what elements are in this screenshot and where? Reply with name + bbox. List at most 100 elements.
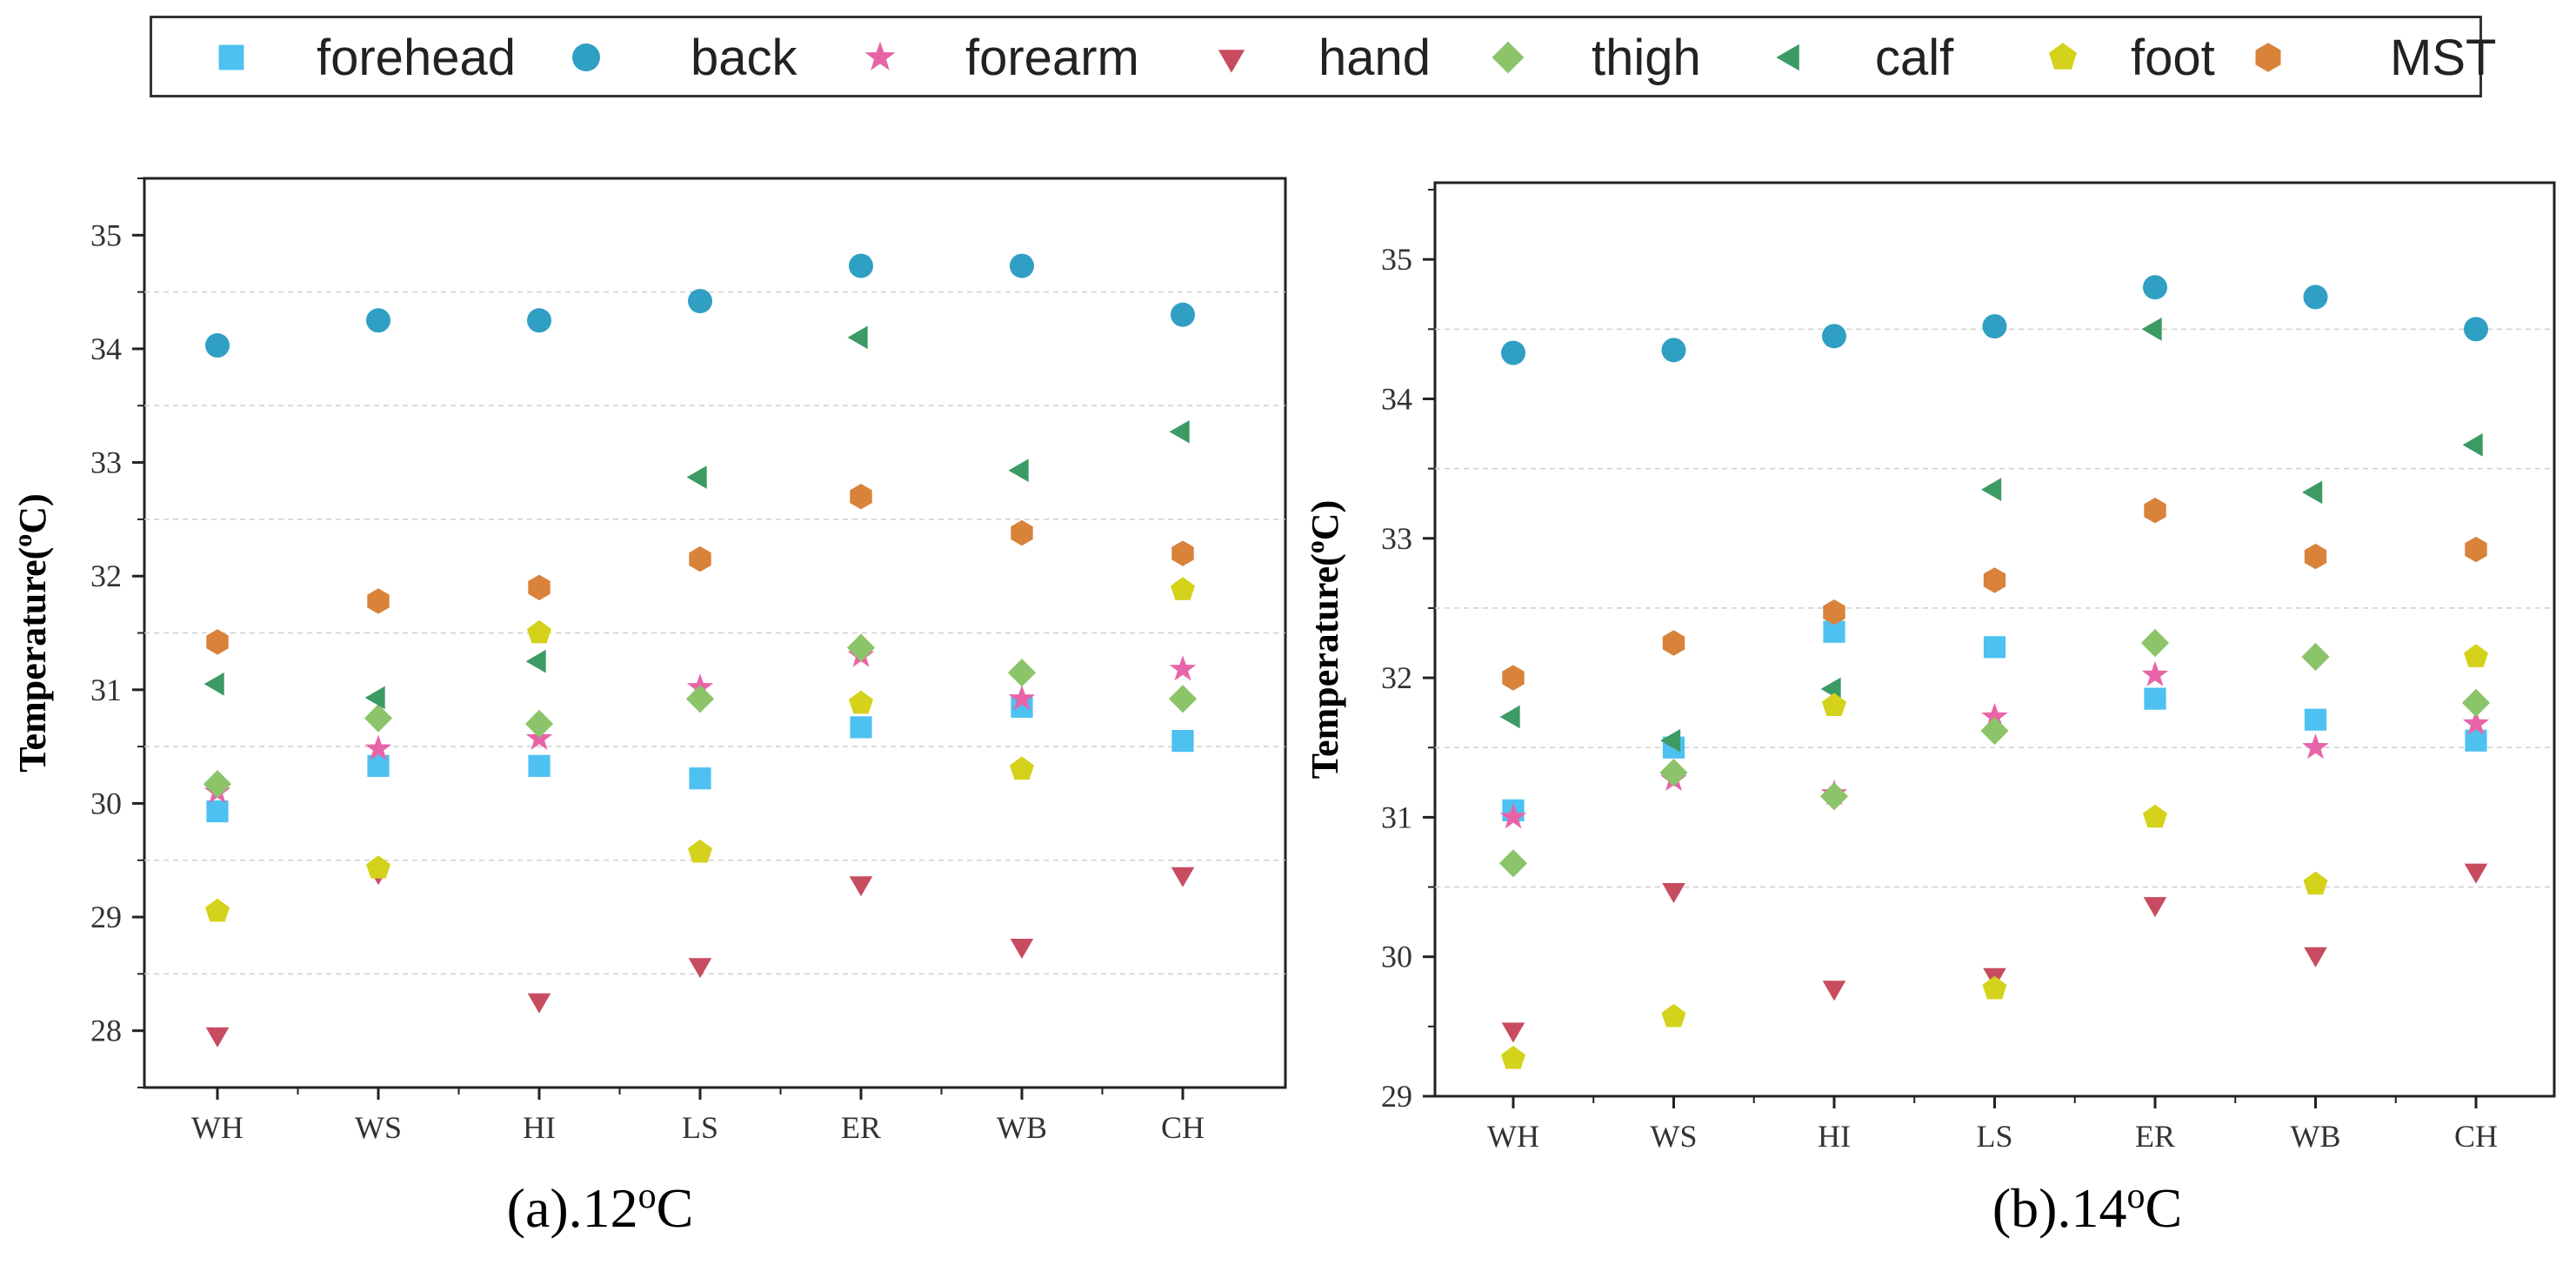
point-MST-LS: [689, 545, 711, 572]
legend-item-MST: MST: [2255, 30, 2496, 86]
y-tick-label: 30: [1381, 940, 1412, 974]
x-tick-label: ER: [2135, 1119, 2175, 1154]
series-foot: [205, 577, 1195, 922]
point-forehead-WS: [367, 754, 390, 777]
caption-a: (a).12oC: [507, 1176, 694, 1239]
legend-item-forehead: forehead: [218, 30, 516, 86]
point-calf-LS: [686, 465, 707, 489]
x-tick-label: WH: [1487, 1119, 1539, 1154]
point-hand-CH: [1171, 867, 1195, 887]
series-hand: [205, 865, 1195, 1047]
point-back-WS: [366, 308, 390, 333]
point-foot-WH: [1501, 1046, 1525, 1069]
x-tick-label: WS: [355, 1110, 402, 1145]
x-tick-label: HI: [1818, 1119, 1851, 1154]
point-thigh-WB: [2301, 642, 2330, 672]
y-tick-label: 35: [1381, 242, 1412, 277]
point-calf-WS: [364, 686, 385, 710]
legend-item-calf: calf: [1776, 30, 1954, 86]
point-back-WH: [205, 333, 230, 358]
point-foot-HI: [527, 619, 551, 644]
legend-label-calf: calf: [1875, 30, 1954, 86]
point-forehead-CH: [1171, 729, 1194, 753]
point-foot-CH: [2464, 644, 2488, 667]
series-back: [205, 253, 1195, 358]
point-back-HI: [1822, 324, 1846, 349]
y-tick-label: 34: [90, 331, 122, 366]
point-thigh-CH: [2461, 688, 2491, 717]
point-foot-LS: [688, 839, 712, 863]
legend-item-hand: hand: [1218, 30, 1431, 86]
point-back-HI: [527, 308, 551, 333]
point-hand-WB: [2304, 947, 2327, 967]
point-calf-WB: [2302, 480, 2323, 505]
point-MST-CH: [1171, 540, 1194, 566]
point-back-WS: [1661, 338, 1686, 363]
series-thigh: [1498, 628, 2491, 878]
legend-marker-calf: [1776, 44, 1799, 71]
point-foot-ER: [849, 690, 873, 714]
point-calf-WS: [1660, 728, 1681, 753]
legend-item-back: back: [572, 30, 798, 86]
y-tick-label: 33: [1381, 521, 1412, 556]
point-thigh-ER: [2140, 628, 2170, 658]
point-calf-ER: [2141, 318, 2162, 341]
point-thigh-WS: [364, 704, 393, 733]
legend-label-forearm: forearm: [965, 30, 1139, 86]
point-MST-HI: [1823, 599, 1845, 626]
point-foot-CH: [1171, 577, 1195, 600]
x-tick-label: LS: [1976, 1119, 2012, 1154]
point-forehead-WB: [2304, 708, 2327, 731]
x-tick-label: LS: [682, 1110, 718, 1145]
x-tick-label: WS: [1651, 1119, 1698, 1154]
legend-label-MST: MST: [2390, 30, 2496, 86]
point-MST-ER: [850, 484, 872, 510]
y-tick-label: 33: [90, 445, 122, 480]
point-back-CH: [1171, 302, 1195, 327]
point-forehead-CH: [2465, 729, 2487, 752]
point-hand-ER: [849, 876, 873, 897]
legend-marker-forearm: [864, 41, 896, 70]
point-forehead-WH: [206, 800, 229, 823]
point-calf-WH: [1499, 705, 1520, 729]
legend-marker-MST: [2255, 43, 2281, 72]
point-MST-WH: [1502, 665, 1525, 691]
point-thigh-HI: [1819, 782, 1849, 811]
point-back-LS: [1982, 314, 2007, 339]
legend-marker-foot: [2049, 43, 2077, 70]
legend-marker-forehead: [218, 44, 244, 70]
x-tick-label: WB: [2291, 1119, 2341, 1154]
point-foot-LS: [1982, 975, 2007, 1000]
point-calf-CH: [2462, 433, 2483, 457]
point-forearm-CH: [2462, 709, 2490, 735]
caption-b: (b).14oC: [1992, 1176, 2182, 1239]
legend-label-foot: foot: [2131, 30, 2215, 86]
point-MST-WB: [1011, 519, 1033, 546]
series-forehead: [1502, 620, 2487, 821]
chart-b: 29 30 31 32 33 34 35 WH WS HI LS ER WB CH Temperature(…: [1301, 181, 2556, 1239]
x-tick-label: CH: [1161, 1110, 1205, 1145]
point-forehead-HI: [528, 754, 551, 777]
point-back-WH: [1501, 340, 1525, 365]
point-back-ER: [2143, 275, 2167, 300]
point-MST-WS: [1662, 630, 1685, 656]
point-forehead-ER: [850, 716, 872, 739]
y-tick-label: 31: [90, 673, 122, 707]
series-MST: [206, 484, 1194, 655]
point-MST-WH: [206, 629, 229, 655]
point-back-WB: [1010, 253, 1034, 278]
legend-marker-back: [572, 44, 600, 71]
series-hand: [1501, 863, 2488, 1043]
legend-marker-thigh: [1492, 41, 1525, 74]
point-forearm-WB: [1008, 685, 1036, 711]
point-forearm-ER: [2141, 660, 2169, 686]
point-thigh-LS: [685, 685, 715, 713]
point-foot-HI: [1822, 693, 1846, 716]
point-back-ER: [849, 253, 873, 278]
point-MST-WS: [367, 588, 390, 614]
legend-item-foot: foot: [2049, 30, 2215, 86]
y-tick-label: 34: [1381, 381, 1412, 416]
point-calf-ER: [847, 325, 868, 350]
point-foot-WH: [205, 898, 230, 922]
